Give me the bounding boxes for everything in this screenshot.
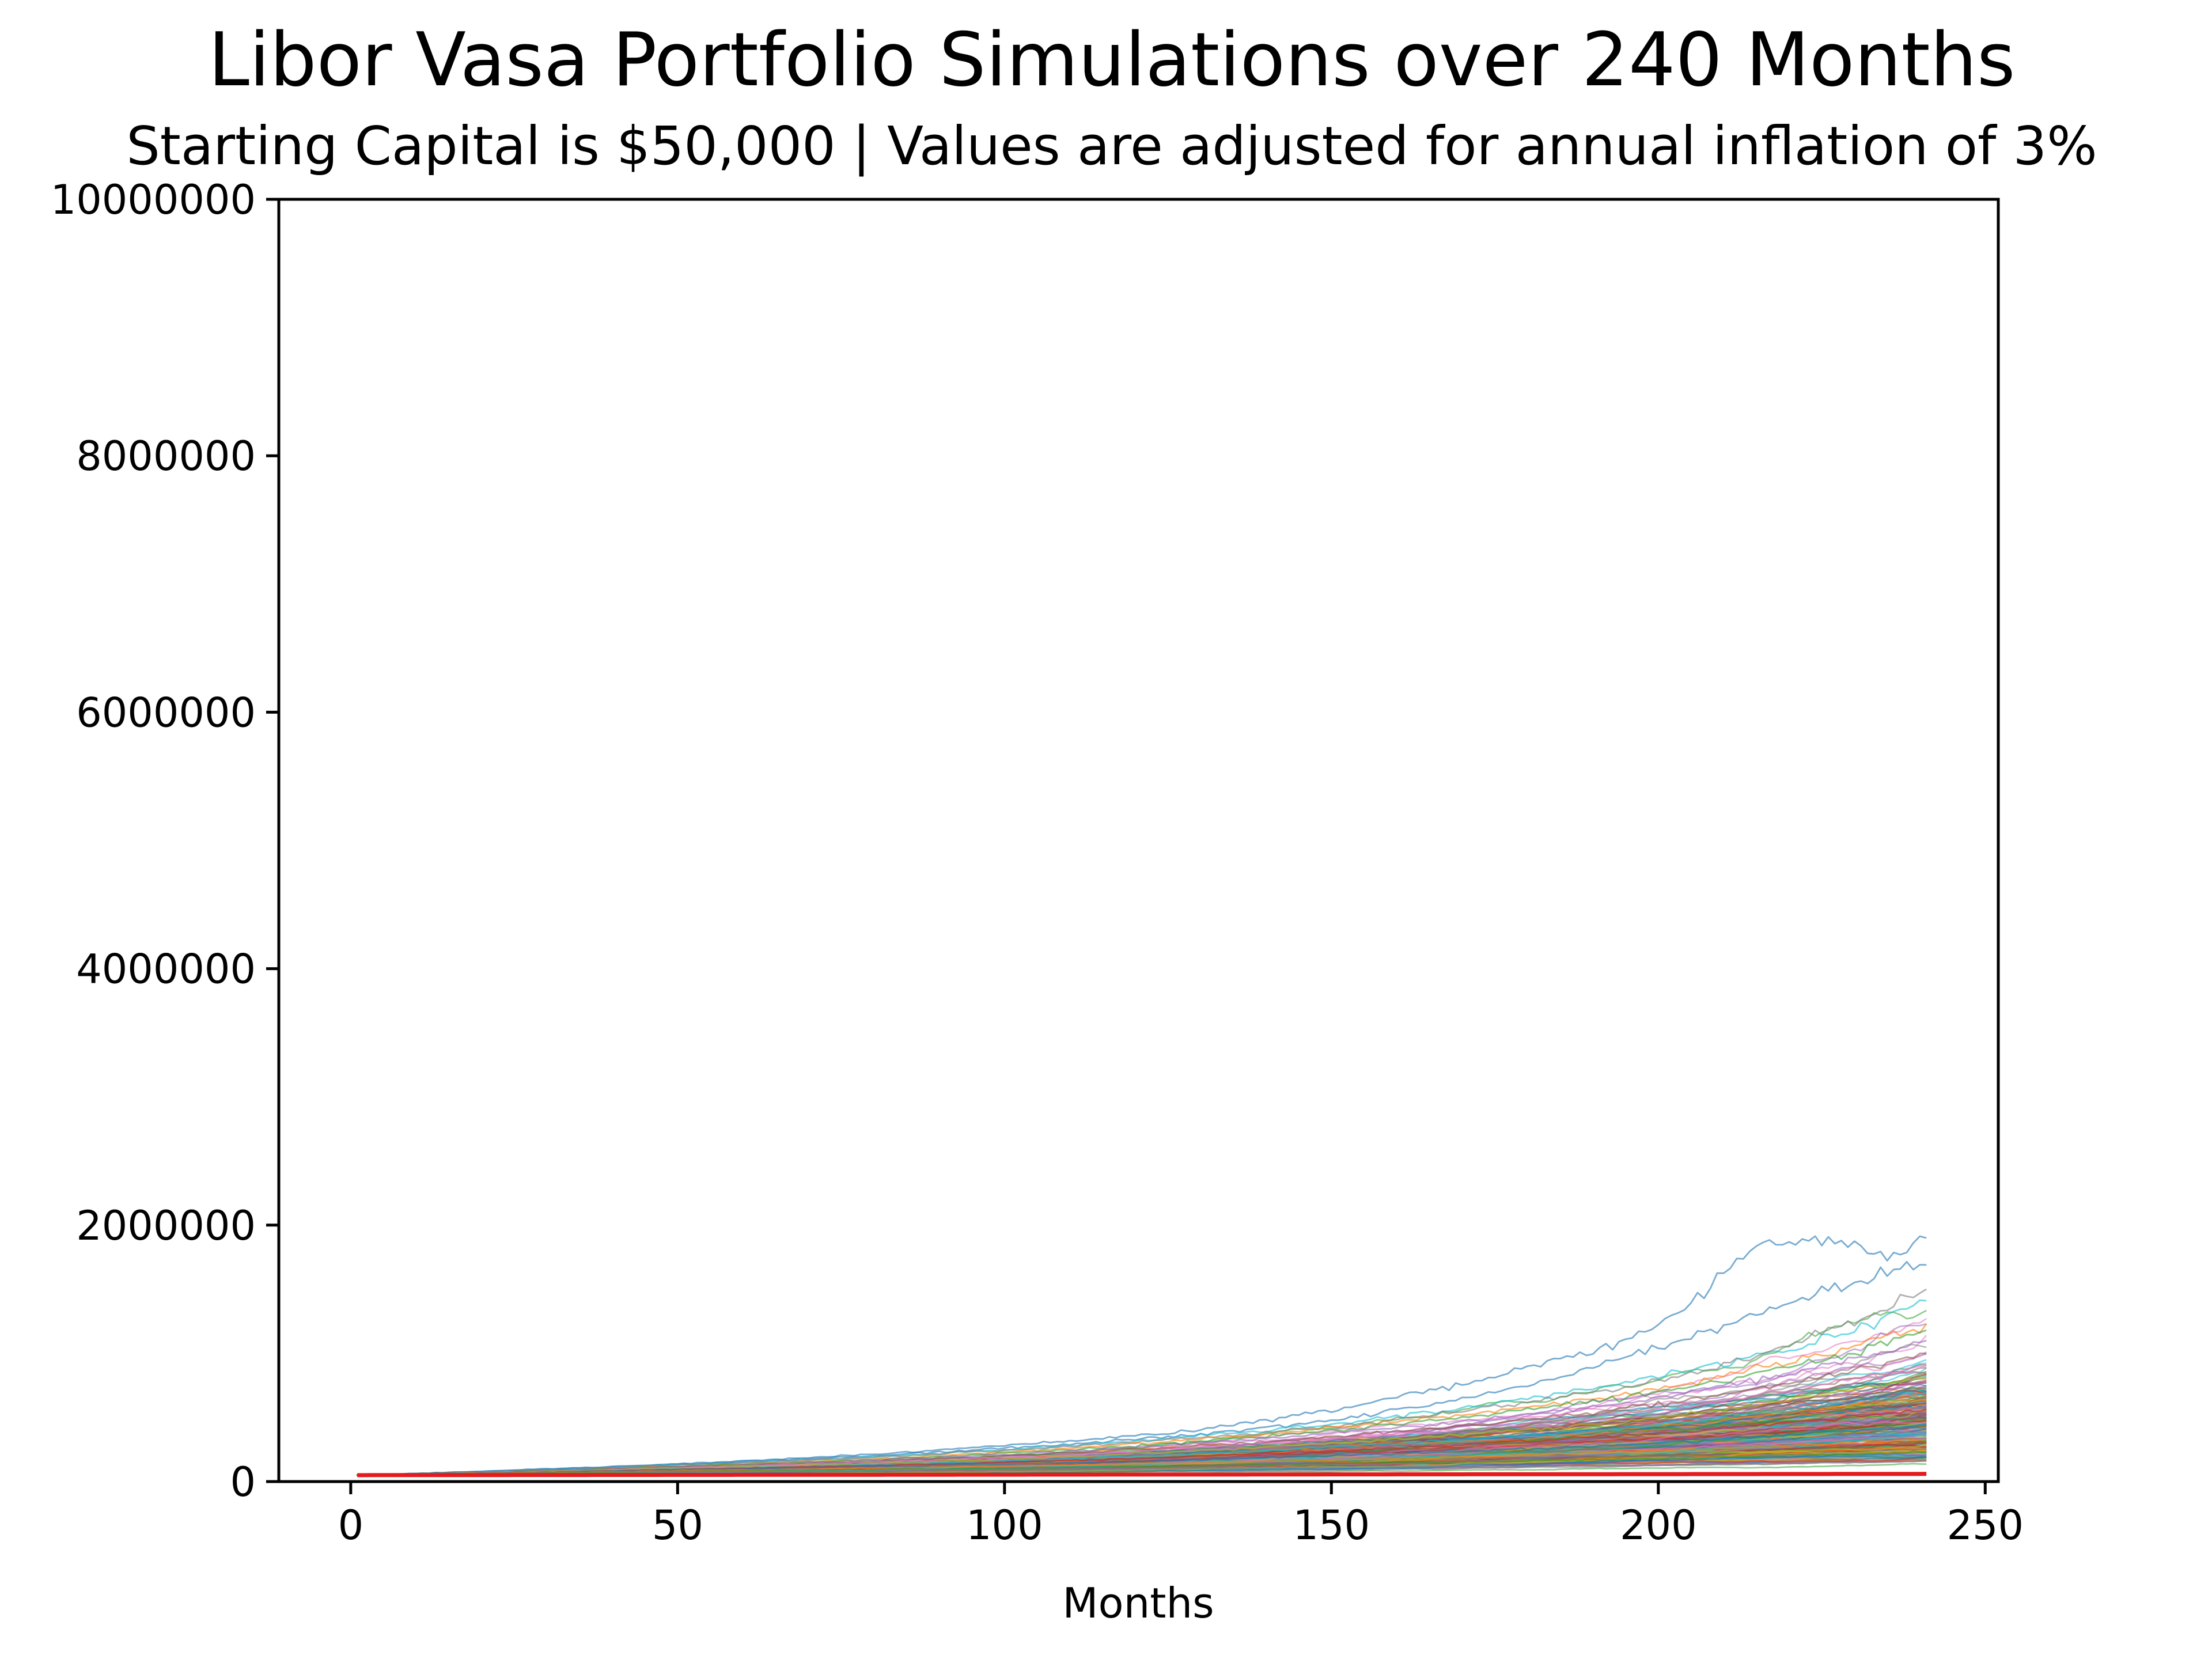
- y-tick-label: 6000000: [76, 689, 256, 736]
- x-tick-label: 100: [966, 1502, 1043, 1549]
- axis-ticks: 0 50 100 150 200 250 0 2000000 4000000 6000000 800…: [51, 176, 2024, 1549]
- y-tick-label: 4000000: [76, 946, 256, 993]
- x-tick-label: 0: [338, 1502, 364, 1549]
- baseline-line: [357, 1472, 1927, 1478]
- plot-frame: [277, 198, 2000, 1483]
- y-tick-label: 0: [230, 1459, 256, 1506]
- y-tick-label: 2000000: [76, 1202, 256, 1249]
- y-tick-label: 8000000: [76, 433, 256, 480]
- x-axis-label: Months: [1062, 1579, 1214, 1627]
- y-tick-label: 10000000: [51, 176, 256, 224]
- x-tick-label: 200: [1620, 1502, 1697, 1549]
- chart-title: Libor Vasa Portfolio Simulations over 24…: [208, 17, 2015, 103]
- simulation-lines: [356, 1235, 1927, 1478]
- x-tick-label: 150: [1293, 1502, 1370, 1549]
- simulation-line: [356, 1288, 1927, 1476]
- x-tick-label: 250: [1946, 1502, 2024, 1549]
- chart-subtitle: Starting Capital is $50,000 | Values are…: [126, 115, 2097, 177]
- x-tick-label: 50: [652, 1502, 703, 1549]
